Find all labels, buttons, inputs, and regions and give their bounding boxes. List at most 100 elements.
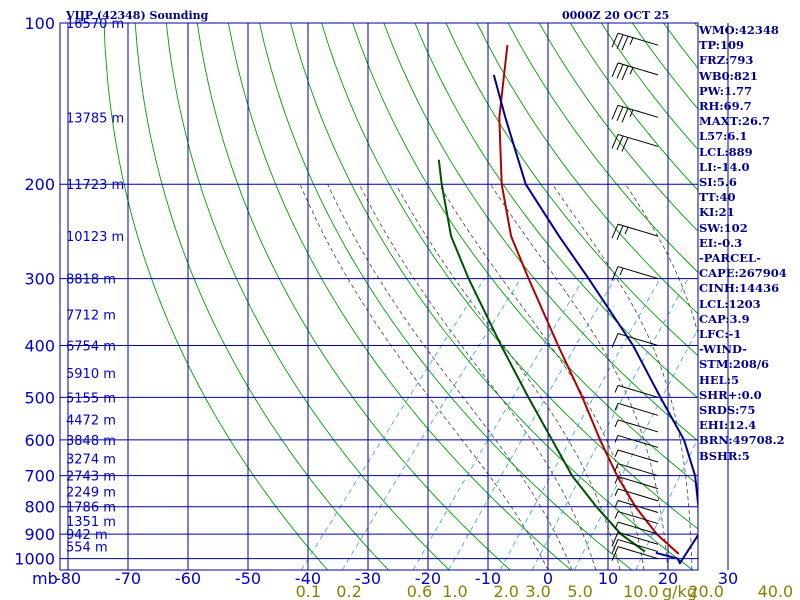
plot-frame <box>59 22 699 571</box>
temperature-label: -10 <box>475 569 501 588</box>
index-row: HEL:5 <box>699 372 739 387</box>
wind-barb-flag <box>616 135 624 151</box>
index-row: MAXT:26.7 <box>699 114 770 129</box>
mixing-ratio-label: 5.0 <box>567 582 592 600</box>
wind-barb <box>611 546 659 561</box>
wind-barb-staff <box>617 104 659 118</box>
dry-adiabat <box>165 23 450 570</box>
moist-adiabat <box>299 184 549 570</box>
moist-adiabat <box>358 184 597 570</box>
wind-barb-flag <box>611 546 619 561</box>
temperature-label: 10 <box>598 569 618 588</box>
wind-barb-staff <box>617 384 659 398</box>
wind-barb-half-flag <box>629 67 634 75</box>
index-row: SI:5.6 <box>699 175 737 190</box>
dry-adiabat <box>227 23 572 570</box>
index-row: CAPE:267904 <box>699 266 787 281</box>
mixing-ratio-label: 0.6 <box>407 582 432 600</box>
wind-barb-staff <box>617 133 659 147</box>
wind-barb <box>614 500 659 513</box>
dry-adiabat <box>321 23 698 530</box>
wind-barb-half-flag <box>614 500 619 508</box>
wind-barb-staff <box>617 434 659 448</box>
wind-barb-half-flag <box>614 385 619 393</box>
wind-barb-staff <box>617 521 659 535</box>
index-row: L57:6.1 <box>699 129 748 144</box>
wind-barb-staff <box>617 488 659 502</box>
index-row: SW:102 <box>699 220 748 235</box>
dry-adiabat <box>352 23 698 486</box>
index-row: EHI:12.4 <box>699 418 757 433</box>
parcel-line <box>492 74 698 565</box>
wind-barb-staff <box>617 419 659 433</box>
dry-adiabat <box>476 23 698 315</box>
index-row: WB0:821 <box>699 68 758 83</box>
temperature-axis-labels: -80 -70 -60 -50 -40 -30 -20 -10 0 10 20 30 <box>55 569 738 588</box>
index-row: FRZ:793 <box>699 53 754 68</box>
moist-adiabat <box>490 183 669 570</box>
index-row: RH:69.7 <box>699 99 752 114</box>
wind-barb-half-flag <box>614 449 619 458</box>
temperature-line <box>498 45 680 555</box>
height-label: 2743 m <box>66 470 116 485</box>
wind-barb-half-flag <box>614 521 619 530</box>
wind-barb-half-flag <box>614 476 619 484</box>
wind-barb-staff <box>617 546 659 560</box>
index-row: PW:1.77 <box>699 83 753 98</box>
wind-barb-half-flag <box>614 463 619 471</box>
height-label: 5155 m <box>66 391 116 406</box>
wind-barb-staff <box>617 531 659 545</box>
index-row: STM:208/6 <box>699 357 770 372</box>
wind-barb <box>611 531 659 547</box>
height-label: 554 m <box>66 541 108 556</box>
wind-barb-staff <box>617 266 659 280</box>
moist-adiabats <box>299 183 698 570</box>
index-row: WMO:42348 <box>699 23 779 37</box>
pressure-label: 400 <box>24 336 55 355</box>
stability-indices-panel: WMO:42348 TP:109 FRZ:793 WB0:821 PW:1.77 RH:6… <box>699 23 799 464</box>
height-label: 4472 m <box>66 414 116 429</box>
height-label: 3274 m <box>66 452 116 467</box>
mixing-ratio-label: 20.0 <box>688 582 724 600</box>
index-row: SRDS:75 <box>699 403 756 418</box>
temperature-label: -20 <box>415 569 441 588</box>
wind-barb-staff <box>617 500 659 513</box>
pressure-label: 800 <box>24 498 55 517</box>
temperature-label: -30 <box>355 569 381 588</box>
index-row: -PARCEL- <box>699 251 761 266</box>
temperature-label: 0 <box>543 569 553 588</box>
height-label: 16570 m <box>66 17 124 32</box>
index-row: CINH:14436 <box>699 281 780 296</box>
wind-barb <box>611 32 659 51</box>
wind-barb <box>614 463 659 477</box>
wind-barb-flag <box>611 539 619 554</box>
sounding-lines <box>437 45 698 565</box>
moist-adiabat <box>438 183 645 570</box>
pressure-label: 500 <box>24 388 55 407</box>
mixing-ratio-lines <box>300 278 698 570</box>
mixing-ratio-line <box>448 278 616 570</box>
dry-adiabat <box>259 23 633 570</box>
pressure-label: 700 <box>24 467 55 486</box>
wind-barb-staff <box>617 511 659 525</box>
height-label: 13785 m <box>66 111 124 126</box>
height-label: 7712 m <box>66 308 116 323</box>
wind-barb <box>614 521 659 535</box>
index-row: LCL:1203 <box>699 296 761 311</box>
wind-barb-staff <box>617 62 659 76</box>
dry-adiabat <box>445 23 698 357</box>
index-row: -WIND- <box>699 342 747 357</box>
dry-adiabat <box>414 23 698 399</box>
wind-barb-half-flag <box>619 267 624 276</box>
wind-barb-staff <box>617 539 659 553</box>
dry-adiabat <box>507 23 698 273</box>
index-row: TT:40 <box>699 190 736 205</box>
mixing-ratio-line <box>574 328 698 570</box>
wind-barb <box>614 384 659 398</box>
height-label: 11723 m <box>66 178 124 193</box>
mixing-ratio-label: 1.0 <box>442 582 467 600</box>
dry-adiabat <box>196 23 511 570</box>
wind-barb-half-flag <box>624 226 629 235</box>
moist-adiabat <box>395 184 621 570</box>
wind-barb-staff <box>617 32 659 46</box>
